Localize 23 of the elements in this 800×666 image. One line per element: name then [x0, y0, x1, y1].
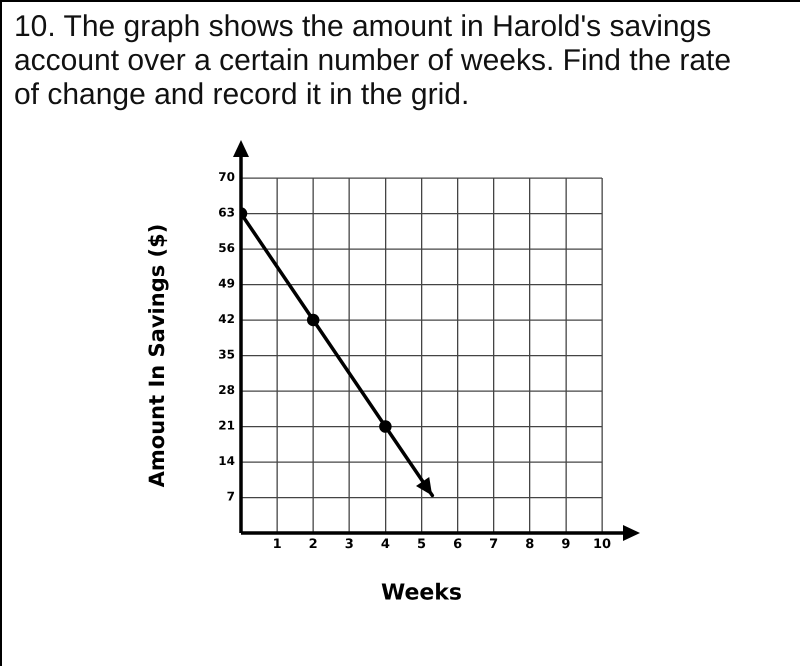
y-tick-label: 7: [226, 490, 235, 504]
x-axis-title: Weeks: [380, 580, 462, 606]
x-tick-label: 10: [592, 537, 612, 552]
y-tick-label: 42: [218, 312, 235, 326]
x-tick-label: 1: [272, 537, 282, 552]
x-tick-label: 2: [308, 537, 318, 552]
y-tick-label: 14: [218, 454, 235, 468]
y-tick-label: 35: [218, 348, 235, 362]
x-tick-label: 3: [344, 537, 354, 552]
y-tick-label: 21: [218, 418, 235, 433]
x-tick-label: 7: [489, 537, 498, 552]
x-tick-label: 4: [380, 537, 390, 552]
x-tick-label: 8: [525, 537, 534, 552]
y-tick-label: 49: [218, 276, 235, 291]
y-tick-label: 63: [218, 206, 235, 220]
y-tick-label: 28: [218, 383, 235, 398]
x-tick-label: 9: [561, 537, 570, 552]
y-axis-title: Amount In Savings ($): [145, 224, 170, 488]
y-tick-label: 70: [218, 170, 235, 184]
chart-title: 10. The graph shows the amount in Harold's savings account over a certain number of weeks. Find the rate of change and record it in the grid.: [13, 9, 732, 113]
x-tick-label: 5: [416, 537, 426, 552]
y-tick-label: 56: [218, 241, 235, 256]
x-tick-label: 6: [453, 537, 462, 552]
